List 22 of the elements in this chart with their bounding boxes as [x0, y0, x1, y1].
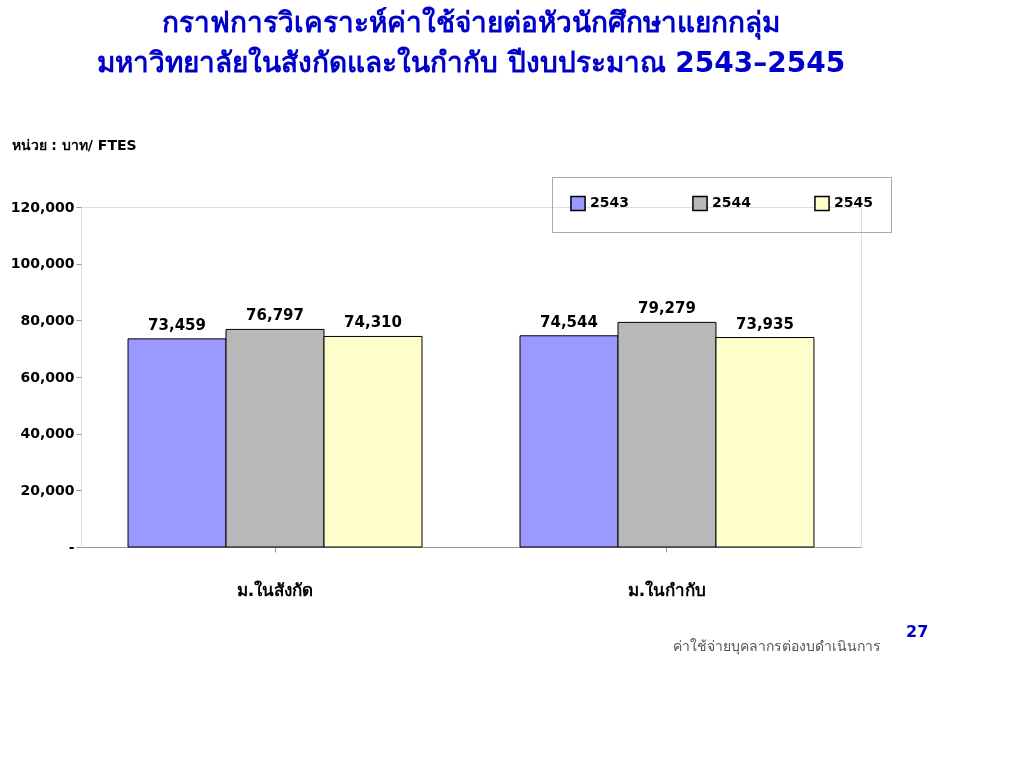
- y-tick-label: 120,000: [10, 198, 75, 215]
- legend-label: 2544: [712, 194, 752, 211]
- y-axis-title: หน่วย : บาท/ FTES: [11, 136, 137, 153]
- text: 27: [906, 622, 929, 641]
- data-label: 76,797: [246, 306, 304, 325]
- y-tick-label: 60,000: [20, 368, 75, 385]
- data-label: 73,459: [148, 315, 206, 334]
- x-tick-label: ม.ในกำกับ: [627, 579, 707, 600]
- y-tick-label: 20,000: [20, 481, 75, 498]
- legend-label: 2545: [834, 194, 873, 211]
- y-tick-label: 100,000: [10, 255, 75, 272]
- data-label: 74,310: [344, 313, 402, 332]
- text: ค่าใช้จ่ายบุคลากรต่องบดำเนินการ: [673, 638, 881, 655]
- x-tick-label: ม.ในสังกัด: [236, 579, 314, 600]
- data-label: 73,935: [736, 314, 794, 333]
- y-tick-label: -: [68, 538, 75, 555]
- data-label: 74,544: [540, 312, 598, 331]
- legend-label: 2543: [590, 194, 629, 211]
- chart-title: กราฟการวิเคราะห์ค่าใช้จ่ายต่อหัวนักศึกษาแยกกลุ่ม มหาวิทยาลัยในสังกัดและในกำกับ ปีงบประมาณ 2543–2545: [96, 6, 846, 79]
- y-tick-label: 40,000: [20, 425, 75, 442]
- data-label: 79,279: [638, 299, 696, 318]
- y-tick-label: 80,000: [20, 311, 75, 328]
